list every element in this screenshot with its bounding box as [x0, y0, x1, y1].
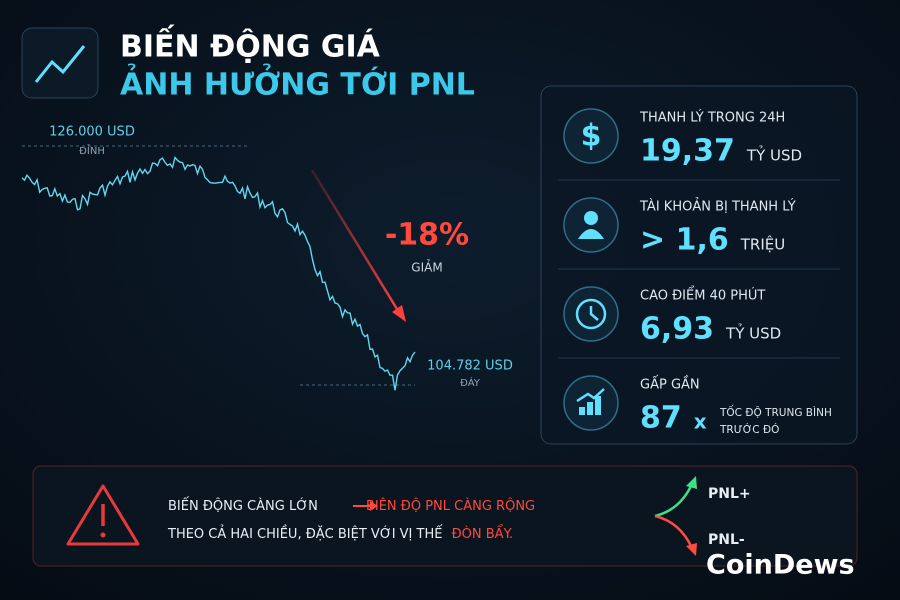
stat-icon-glyph — [578, 229, 604, 239]
banner-highlight: BIÊN ĐỘ PNL CÀNG RỘNG — [366, 498, 535, 514]
banner-text: THEO CẢ HAI CHIỀU, ĐẶC BIỆT VỚI VỊ THẾ — [167, 525, 443, 542]
pnl-down-arrow — [654, 514, 694, 549]
banner — [32, 465, 858, 567]
stat-note: TRƯỚC ĐÓ — [719, 423, 779, 436]
stat-unit: TỶ USD — [746, 145, 802, 165]
drop-arrow — [310, 169, 402, 315]
drop-arrow-head — [392, 305, 406, 322]
stat-icon-glyph — [576, 388, 605, 403]
pnl-up: PNL+ — [708, 486, 751, 502]
change-label: GIẢM — [411, 259, 442, 275]
title-line2: ẢNH HƯỞNG TỚI PNL — [120, 63, 475, 103]
peak-value: 126.000 USD — [49, 125, 135, 140]
pnl-down: PNL- — [708, 532, 745, 548]
price-line — [21, 156, 416, 391]
banner-text: BIẾN ĐỘNG CÀNG LỚN — [168, 497, 318, 514]
stat-label: THANH LÝ TRONG 24H — [639, 110, 785, 126]
stat-unit: TRIỆU — [740, 235, 785, 254]
pnl-up-head — [686, 476, 697, 489]
bottom-value: 104.782 USD — [427, 359, 513, 374]
stats-list: $ THANH LÝ TRONG 24H 19,37 TỶ USD TÀI KHOẢN … — [558, 108, 840, 436]
pnl-down-head — [686, 543, 697, 556]
warning-icon-dot — [100, 532, 106, 538]
stat-icon-glyph — [579, 407, 585, 415]
stat-icon-glyph — [575, 298, 607, 330]
stat-label: GẤP GẦN — [640, 376, 700, 393]
banner-line2: THEO CẢ HAI CHIỀU, ĐẶC BIỆT VỚI VỊ THẾ Đ… — [167, 525, 513, 542]
stat-icon-glyph — [595, 396, 601, 415]
stat-value: 6,93 — [640, 312, 714, 347]
warning-icon — [66, 484, 140, 546]
stat-unit: TỶ USD — [725, 323, 781, 343]
stat-icon-glyph — [584, 211, 598, 225]
header-icon — [34, 45, 86, 83]
bottom-label: ĐÁY — [460, 376, 481, 389]
stat-label: CAO ĐIỂM 40 PHÚT — [640, 287, 765, 304]
header-icon-box — [21, 27, 99, 99]
banner-line1: BIẾN ĐỘNG CÀNG LỚN BIÊN ĐỘ PNL CÀNG RỘNG — [168, 497, 535, 514]
stats-panel — [540, 85, 858, 445]
banner-arrow-head — [370, 501, 378, 511]
stat-value: 87 — [640, 401, 682, 436]
stat-label: TÀI KHOẢN BỊ THANH LÝ — [639, 198, 796, 215]
stat-value: 19,37 — [640, 134, 735, 169]
banner-highlight: ĐÒN BẨY. — [452, 525, 513, 542]
peak-label: ĐỈNH — [79, 143, 105, 157]
stat-icon-ring — [563, 108, 619, 164]
change-value: -18% — [385, 218, 469, 253]
stat-icon-glyph: $ — [581, 119, 602, 154]
stat-value: > 1,6 — [640, 223, 729, 258]
stat-icon-glyph — [587, 402, 593, 415]
stat-unit: x — [694, 410, 707, 434]
stat-note: TỐC ĐỘ TRUNG BÌNH — [719, 405, 832, 419]
title-line1: BIẾN ĐỘNG GIÁ — [120, 25, 381, 65]
logo: CoinDews — [706, 550, 855, 581]
stat-icon-glyph — [589, 306, 599, 321]
pnl-up-arrow — [654, 483, 694, 518]
